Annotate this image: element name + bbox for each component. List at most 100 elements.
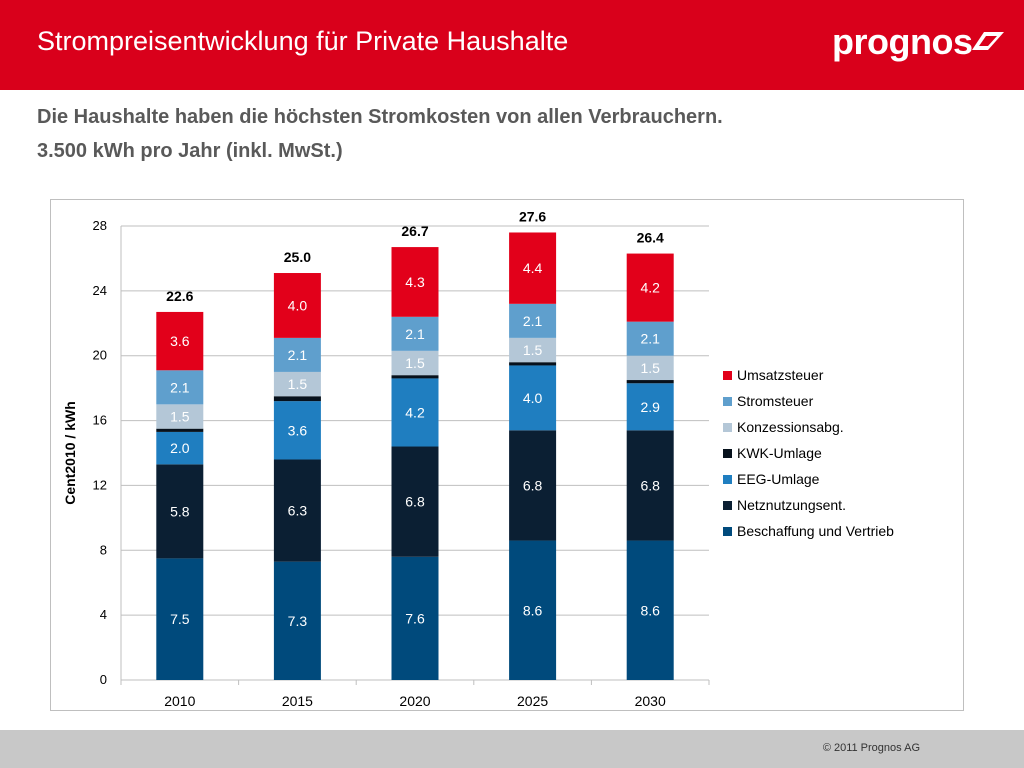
data-label: 6.8: [405, 494, 425, 510]
y-tick-label: 8: [100, 542, 107, 557]
bar-segment: [509, 232, 557, 304]
data-label: 3.6: [170, 333, 190, 349]
bar-segment: [391, 375, 439, 379]
data-label: 7.5: [170, 611, 190, 627]
legend-swatch: [723, 397, 732, 406]
legend-swatch: [723, 449, 732, 458]
legend-swatch: [723, 475, 732, 484]
data-label: 7.3: [288, 613, 308, 629]
data-label: 8.6: [523, 602, 543, 618]
legend-entry: Beschaffung und Vertrieb: [737, 523, 894, 539]
bar-segment: [626, 355, 674, 381]
footer-bar: © 2011 Prognos AG: [0, 730, 1024, 768]
bar-segment: [509, 362, 557, 366]
data-label: 5.8: [170, 503, 190, 519]
y-tick-label: 24: [93, 283, 107, 298]
bar-segment: [626, 430, 674, 541]
data-label: 3.6: [288, 422, 308, 438]
data-label: 1.5: [170, 409, 190, 425]
stacked-bar-chart: 0 4 8 12 16 20 24 28 Cent2010 / kWh 7.5 5.8 2.0 1.5 2…: [62, 208, 894, 709]
legend-entry: Stromsteuer: [737, 393, 814, 409]
bar-segment: [156, 431, 204, 465]
bar-segment: [156, 558, 204, 680]
bar-segment: [156, 311, 204, 371]
legend-entry: Konzessionsabg.: [737, 419, 844, 435]
bar-segment: [273, 273, 321, 338]
total-label: 22.6: [166, 288, 193, 304]
bar-segment: [273, 396, 321, 402]
legend-entry: EEG-Umlage: [737, 471, 820, 487]
logo-text: prognos: [832, 21, 973, 62]
bar-segment: [626, 321, 674, 356]
bar-segment: [626, 540, 674, 680]
legend-swatch: [723, 501, 732, 510]
data-label: 6.3: [288, 503, 308, 519]
legend-swatch: [723, 527, 732, 536]
data-label: 1.5: [640, 360, 660, 376]
total-label: 25.0: [284, 249, 311, 265]
bar-segment: [509, 430, 557, 541]
bar-segment: [391, 556, 439, 680]
data-label: 2.1: [170, 379, 190, 395]
bar-segment: [273, 561, 321, 680]
logo-slash-icon: [972, 32, 1004, 50]
bar-segment: [273, 401, 321, 460]
y-tick-label: 0: [100, 672, 107, 687]
page-title: Strompreisentwicklung für Private Hausha…: [37, 26, 569, 56]
bar-segment: [156, 464, 204, 559]
data-label: 4.2: [405, 404, 425, 420]
bar-segment: [626, 383, 674, 431]
bar-segment: [391, 446, 439, 557]
legend-entry: Umsatzsteuer: [737, 367, 824, 383]
data-label: 2.1: [640, 331, 660, 347]
y-tick-label: 28: [93, 218, 107, 233]
y-tick-label: 12: [93, 477, 107, 492]
y-tick-label: 16: [93, 413, 107, 428]
total-label: 27.6: [519, 208, 546, 224]
chart-container: 0 4 8 12 16 20 24 28 Cent2010 / kWh 7.5 5.8 2.0 1.5 2…: [50, 199, 964, 711]
bar-segment: [626, 380, 674, 384]
x-tick-label: 2025: [517, 693, 548, 709]
legend-entry: KWK-Umlage: [737, 445, 822, 461]
data-label: 2.9: [640, 399, 660, 415]
data-label: 6.8: [640, 477, 660, 493]
data-label: 2.0: [170, 440, 190, 456]
legend-swatch: [723, 371, 732, 380]
total-label: 26.4: [637, 230, 664, 246]
data-label: 4.4: [523, 260, 543, 276]
data-label: 2.1: [288, 347, 308, 363]
bar-segment: [391, 378, 439, 447]
bar-segment: [273, 459, 321, 562]
bar-segment: [626, 253, 674, 322]
y-tick-label: 4: [100, 607, 107, 622]
header-bar: Strompreisentwicklung für Private Hausha…: [0, 0, 1024, 90]
data-label: 2.1: [523, 313, 543, 329]
bar-segment: [273, 371, 321, 397]
copyright-text: © 2011 Prognos AG: [822, 742, 920, 754]
legend-entry: Netznutzungsent.: [737, 497, 846, 513]
bar-segment: [509, 303, 557, 338]
y-tick-label: 20: [93, 348, 107, 363]
data-label: 4.0: [288, 297, 308, 313]
data-label: 4.3: [405, 274, 425, 290]
x-tick-label: 2030: [635, 693, 666, 709]
subtitle-line-1: Die Haushalte haben die höchsten Stromko…: [37, 106, 723, 128]
bar-segment: [391, 316, 439, 351]
data-label: 6.8: [523, 477, 543, 493]
data-label: 1.5: [405, 355, 425, 371]
total-label: 26.7: [401, 223, 428, 239]
data-label: 4.2: [640, 280, 660, 296]
subtitle-line-2: 3.500 kWh pro Jahr (inkl. MwSt.): [37, 140, 343, 162]
bar-segment: [509, 337, 557, 363]
y-axis-label: Cent2010 / kWh: [62, 401, 78, 504]
data-label: 1.5: [523, 342, 543, 358]
bar-segment: [156, 428, 204, 432]
bar-segment: [391, 350, 439, 376]
data-label: 8.6: [640, 602, 660, 618]
bar-segment: [391, 247, 439, 317]
data-label: 2.1: [405, 326, 425, 342]
data-label: 7.6: [405, 610, 425, 626]
x-tick-label: 2020: [399, 693, 430, 709]
bar-segment: [509, 365, 557, 431]
x-tick-label: 2015: [282, 693, 313, 709]
